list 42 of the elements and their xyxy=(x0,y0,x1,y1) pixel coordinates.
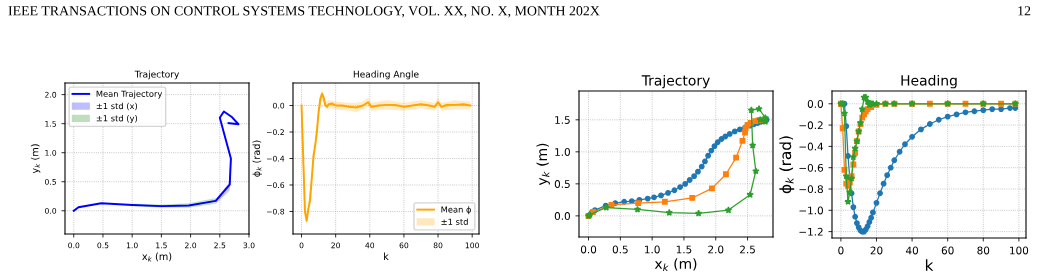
y-tick-label: 0.0 xyxy=(554,212,570,220)
x-tick-label: 0.0 xyxy=(580,245,597,254)
x-axis-title: x$_{k}$ (m) xyxy=(654,258,697,272)
chart-title: Trajectory xyxy=(134,70,180,80)
y-tick-label: 1.0 xyxy=(555,148,570,156)
y-tick-label: −0.8 xyxy=(799,185,823,194)
y-tick-label: 0.5 xyxy=(554,180,570,188)
x-tick-label: 40 xyxy=(905,246,919,255)
x-tick-label: 1.0 xyxy=(645,245,660,254)
x-axis-title: x$_{k}$ (m) xyxy=(142,252,172,262)
x-tick-label: 0.5 xyxy=(612,245,628,254)
x-tick-label: 2.0 xyxy=(708,245,724,254)
y-tick-label: −1.2 xyxy=(799,227,823,236)
x-axis-title: k xyxy=(384,252,389,260)
legend-label: ±1 std (y) xyxy=(96,114,138,124)
y-tick-label: 1.5 xyxy=(555,116,570,124)
legend-label: Mean ϕ xyxy=(441,206,472,215)
chart-title: Trajectory xyxy=(641,74,710,89)
y-tick-label: −0.4 xyxy=(799,142,824,151)
chart-title: Heading xyxy=(901,74,957,89)
y-tick-label: −1.0 xyxy=(799,206,823,215)
x-tick-label: 0 xyxy=(838,246,844,255)
legend-label: Mean Trajectory xyxy=(96,90,163,99)
legend-label: ±1 std xyxy=(441,218,468,225)
x-tick-label: 20 xyxy=(870,246,883,255)
y-axis-title: y$_{k}$ (m) xyxy=(30,144,41,174)
x-tick-label: 1.5 xyxy=(676,245,692,254)
chart-title: Heading Angle xyxy=(353,70,419,80)
text: IEEE TRANSACTIONS ON CONTROL SYSTEMS TECHNOLOGY, VOL. XX, NO. X, MONTH 202X xyxy=(8,6,600,18)
x-tick-label: 100 xyxy=(1010,246,1029,255)
y-axis-title: ϕ$_{k}$ (rad) xyxy=(252,140,262,177)
x-axis-title: k xyxy=(925,259,934,271)
x-tick-label: 60 xyxy=(941,246,954,255)
y-tick-label: −0.2 xyxy=(799,121,823,130)
x-tick-label: 2.5 xyxy=(740,245,755,254)
x-tick-label: 80 xyxy=(977,246,990,255)
y-tick-label: 0.0 xyxy=(807,100,823,108)
y-axis-title: y$_{k}$ (m) xyxy=(536,143,550,186)
y-axis-title: ϕ$_{k}$ (rad) xyxy=(779,136,795,194)
legend-label: ±1 std (x) xyxy=(96,102,138,111)
y-tick-label: −0.6 xyxy=(799,163,824,172)
text: 12 xyxy=(1018,6,1031,16)
